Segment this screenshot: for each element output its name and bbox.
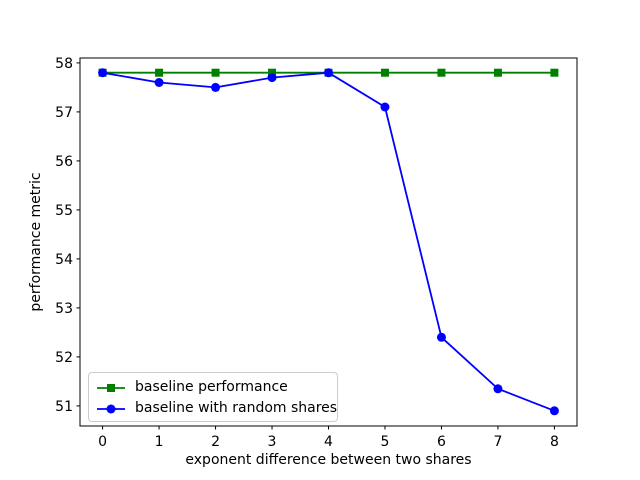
svg-text:55: 55 bbox=[55, 203, 73, 219]
svg-text:4: 4 bbox=[324, 434, 333, 450]
svg-text:54: 54 bbox=[55, 252, 73, 268]
x-axis-label: exponent difference between two shares bbox=[185, 452, 472, 468]
y-axis-label: performance metric bbox=[28, 172, 44, 312]
svg-text:1: 1 bbox=[155, 434, 164, 450]
svg-text:5: 5 bbox=[381, 434, 390, 450]
svg-text:52: 52 bbox=[55, 350, 73, 366]
svg-text:51: 51 bbox=[55, 399, 73, 415]
y-axis-ticks: 51 52 53 54 55 56 57 58 bbox=[55, 56, 80, 415]
axes-spines bbox=[79, 57, 578, 427]
svg-text:57: 57 bbox=[55, 105, 73, 121]
svg-text:3: 3 bbox=[268, 434, 277, 450]
legend-sample-circle-marker bbox=[97, 404, 125, 413]
legend-entry-baseline-random-shares: baseline with random shares bbox=[97, 398, 337, 419]
legend-sample-square-marker bbox=[97, 383, 125, 392]
legend: baseline performance baseline with rando… bbox=[88, 372, 338, 422]
x-axis-ticks: 0 1 2 3 4 5 6 7 8 bbox=[98, 426, 559, 450]
svg-text:8: 8 bbox=[550, 434, 559, 450]
legend-label-baseline-random-shares: baseline with random shares bbox=[135, 400, 338, 416]
svg-text:56: 56 bbox=[55, 154, 73, 170]
svg-text:2: 2 bbox=[211, 434, 220, 450]
series-1 bbox=[98, 68, 559, 416]
svg-text:58: 58 bbox=[55, 56, 73, 72]
svg-text:6: 6 bbox=[437, 434, 446, 450]
legend-entry-baseline-performance: baseline performance bbox=[97, 377, 329, 398]
legend-label-baseline-performance: baseline performance bbox=[135, 379, 288, 395]
svg-text:53: 53 bbox=[55, 301, 73, 317]
svg-text:0: 0 bbox=[98, 434, 107, 450]
svg-text:7: 7 bbox=[493, 434, 502, 450]
